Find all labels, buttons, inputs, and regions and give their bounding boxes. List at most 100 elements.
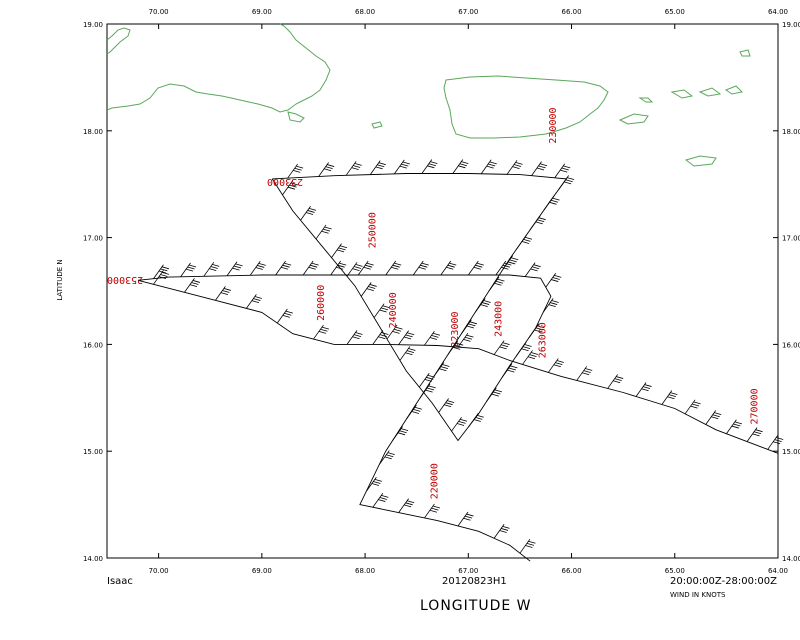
wind-barb-feather bbox=[480, 304, 488, 308]
wind-barb-feather bbox=[381, 332, 389, 335]
wind-barb-feather bbox=[258, 262, 266, 266]
wind-barb bbox=[282, 180, 293, 196]
lat-tick-label-right: 18.00 bbox=[782, 128, 800, 136]
wind-barb-feather bbox=[534, 329, 542, 333]
lon-tick-label-bottom: 65.00 bbox=[665, 567, 685, 575]
wind-barb bbox=[438, 398, 449, 413]
wind-barb-feather bbox=[537, 219, 545, 223]
wind-barb-feather bbox=[447, 400, 455, 403]
wind-barb-feather bbox=[524, 344, 532, 347]
wind-barb-feather bbox=[473, 419, 481, 422]
wind-barb-feather bbox=[382, 305, 390, 309]
wind-barb-feather bbox=[325, 166, 333, 170]
wind-barb-feather bbox=[378, 336, 386, 340]
wind-barb bbox=[372, 330, 384, 345]
lat-tick-label-left: 17.00 bbox=[83, 235, 103, 243]
wind-barb-feather bbox=[644, 384, 652, 387]
wind-barb-feather bbox=[493, 391, 501, 395]
wind-barb-feather bbox=[463, 517, 471, 521]
wind-barb-feather bbox=[553, 364, 561, 368]
wind-barb bbox=[726, 419, 737, 434]
wind-barb bbox=[705, 410, 717, 425]
wind-barb-feather bbox=[310, 264, 318, 268]
wind-barb-feather bbox=[512, 166, 520, 170]
wind-barb-feather bbox=[442, 364, 450, 367]
wind-barb-feather bbox=[296, 165, 304, 169]
wind-barb bbox=[424, 330, 435, 346]
wind-barb bbox=[501, 363, 513, 379]
wind-barb-feather bbox=[430, 161, 438, 165]
lon-tick-label-top: 68.00 bbox=[355, 8, 375, 16]
wind-barb-feather bbox=[399, 430, 407, 434]
wind-barb bbox=[461, 319, 472, 334]
wind-barb-feather bbox=[447, 264, 455, 268]
wind-barb-feather bbox=[489, 161, 497, 165]
wind-barb bbox=[346, 330, 358, 345]
wind-barb-feather bbox=[377, 164, 385, 168]
wind-barb-feather bbox=[284, 262, 292, 266]
wind-barb-feather bbox=[375, 166, 383, 170]
wind-barb-feather bbox=[670, 392, 678, 395]
wind-barb bbox=[399, 346, 411, 361]
wind-barb-feather bbox=[233, 265, 242, 269]
wind-barb-feather bbox=[502, 525, 510, 529]
wind-barb-feather bbox=[308, 266, 316, 270]
wind-barb bbox=[394, 159, 405, 175]
lon-tick-label-bottom: 67.00 bbox=[458, 567, 478, 575]
wind-barb-feather bbox=[444, 404, 452, 408]
wind-barb-feather bbox=[453, 346, 461, 350]
wind-barb-feather bbox=[482, 302, 490, 305]
wind-barb-feather bbox=[693, 401, 701, 405]
wind-barb-feather bbox=[212, 264, 220, 267]
wind-barb bbox=[226, 261, 238, 277]
wind-barb bbox=[412, 260, 424, 276]
wind-barb-feather bbox=[321, 326, 330, 330]
wind-barb bbox=[502, 255, 514, 270]
wind-barb-feather bbox=[339, 262, 347, 266]
time-label: 233000 bbox=[267, 176, 303, 187]
wind-barb-feather bbox=[404, 336, 412, 340]
wind-barb bbox=[418, 372, 430, 388]
lon-tick-label-top: 70.00 bbox=[149, 8, 169, 16]
wind-barb-feather bbox=[160, 274, 168, 277]
wind-barb-feather bbox=[554, 274, 562, 278]
wind-barb-feather bbox=[421, 262, 429, 266]
wind-barb bbox=[607, 374, 618, 389]
wind-barb-feather bbox=[251, 300, 259, 304]
wind-barb-feather bbox=[311, 262, 319, 266]
x-axis-title: LONGITUDE W bbox=[420, 598, 532, 614]
wind-barb-feather bbox=[616, 376, 624, 379]
time-labels: 230000 233000 250000 253000 260000 240000 2230… bbox=[107, 107, 760, 499]
wind-barb-feather bbox=[432, 505, 441, 509]
wind-barb-feather bbox=[395, 326, 403, 330]
wind-barb-feather bbox=[522, 346, 531, 349]
wind-barb-feather bbox=[476, 262, 484, 266]
wind-barb-feather bbox=[355, 332, 363, 335]
wind-barb-feather bbox=[563, 165, 571, 169]
time-label: 230000 bbox=[548, 107, 559, 143]
wind-barb-feather bbox=[369, 284, 377, 287]
wind-barb-feather bbox=[502, 264, 510, 268]
wind-barb-feather bbox=[731, 425, 739, 429]
wind-barb-feather bbox=[352, 336, 360, 340]
wind-barb-feather bbox=[161, 272, 170, 275]
time-label: 270000 bbox=[749, 388, 760, 424]
wind-barb-feather bbox=[191, 282, 199, 285]
wind-barb bbox=[184, 278, 195, 293]
wind-barb-feather bbox=[337, 264, 345, 268]
wind-barb-feather bbox=[548, 304, 556, 308]
wind-barb-feather bbox=[560, 169, 568, 173]
wind-barb-feather bbox=[353, 334, 362, 337]
wind-barb-feather bbox=[511, 257, 519, 261]
wind-barb-feather bbox=[501, 344, 509, 348]
wind-barb-feather bbox=[380, 307, 389, 311]
wind-barb-feather bbox=[405, 334, 413, 338]
wind-barb bbox=[203, 262, 215, 277]
time-label: 263000 bbox=[538, 322, 549, 358]
wind-barb-feather bbox=[495, 280, 504, 284]
track-segment bbox=[137, 279, 779, 454]
wind-barb-feather bbox=[582, 372, 590, 376]
wind-barb-feather bbox=[307, 210, 315, 213]
wind-barb bbox=[385, 260, 397, 276]
wind-barb-feather bbox=[504, 262, 512, 266]
